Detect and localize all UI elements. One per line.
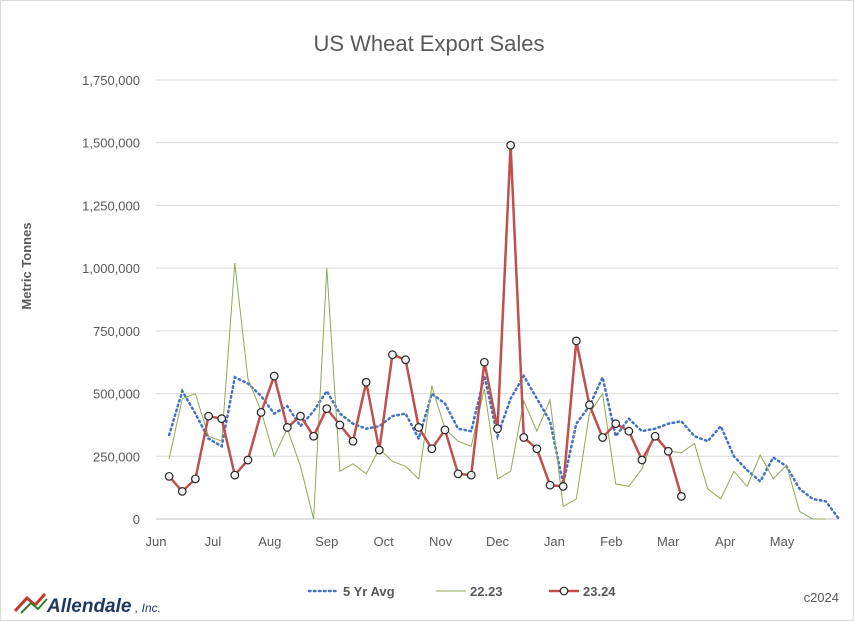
x-tick-label: Sep [315,534,338,549]
data-point [282,423,292,432]
data-point [453,469,463,479]
data-point [296,411,305,421]
data-point [164,471,174,481]
y-tick-label: 1,000,000 [82,261,140,276]
x-tick-label: Mar [657,534,680,549]
data-point [309,431,319,441]
data-point [256,407,266,417]
logo-text: Allendale [46,596,132,617]
y-axis-label: Metric Tonnes [19,222,34,309]
data-point [598,433,607,442]
data-point [361,377,371,387]
x-tick-label: Aug [258,534,281,549]
chart-title: US Wheat Export Sales [313,31,544,56]
data-point [401,355,410,365]
data-point [519,433,529,442]
data-point [558,481,568,491]
y-tick-label: 1,750,000 [82,73,140,88]
data-point [440,425,450,435]
copyright-text: c2024 [804,590,839,605]
y-tick-label: 500,000 [93,387,140,402]
logo-mark-icon [13,592,47,613]
series-line-1 [168,263,826,520]
data-point [414,423,424,432]
x-tick-label: Oct [374,534,395,549]
legend-label: 23.24 [583,584,616,599]
data-point [637,455,647,465]
x-tick-label: Jan [544,534,565,549]
data-point [676,492,686,501]
y-tick-label: 0 [133,512,140,527]
x-tick-label: Apr [715,534,736,549]
y-tick-labels: 0 250,000 500,000 750,000 1,000,000 1,250,000… [82,73,140,527]
data-point [322,404,332,414]
data-point [624,426,634,436]
data-point [374,445,384,455]
data-point [545,480,555,490]
data-point [177,487,187,496]
y-tick-label: 1,500,000 [82,136,140,151]
data-point [348,436,358,446]
x-tick-labels: Jun Jul Aug Sep Oct Nov Dec Jan Feb Mar Apr May [146,534,795,549]
data-point [191,474,200,484]
data-point [663,446,673,456]
y-tick-label: 750,000 [93,324,140,339]
data-point [506,140,516,150]
data-point [479,357,489,367]
x-tick-label: Jun [146,534,167,549]
x-tick-label: Dec [486,534,510,549]
data-point [388,350,397,360]
logo-suffix: , Inc. [135,601,161,615]
data-point [532,444,542,454]
legend-label: 22.23 [470,584,503,599]
y-tick-label: 250,000 [93,449,140,464]
logo-mark-green-icon [20,598,48,614]
data-point [243,455,253,465]
data-point [204,411,213,421]
data-point [230,470,240,480]
data-point [466,470,476,480]
legend-label: 5 Yr Avg [343,584,395,599]
legend-marker [559,586,569,596]
data-point [493,424,502,434]
allendale-logo: Allendale , Inc. [13,592,161,617]
legend: 5 Yr Avg 22.23 23.24 [307,584,616,599]
data-point [427,444,437,454]
series-layer [164,140,841,521]
x-tick-label: May [770,534,795,549]
data-point [335,420,345,430]
series-line-2 [168,143,683,497]
data-point [269,371,279,381]
data-point [571,336,581,346]
x-tick-label: Jul [205,534,222,549]
x-tick-label: Nov [429,534,453,549]
data-point [650,431,660,441]
y-tick-label: 1,250,000 [82,198,140,213]
series-line-0 [167,373,841,521]
data-point [611,419,621,429]
data-point [217,414,227,424]
x-tick-label: Feb [600,534,622,549]
data-point [585,400,594,410]
grid-lines [156,79,839,520]
